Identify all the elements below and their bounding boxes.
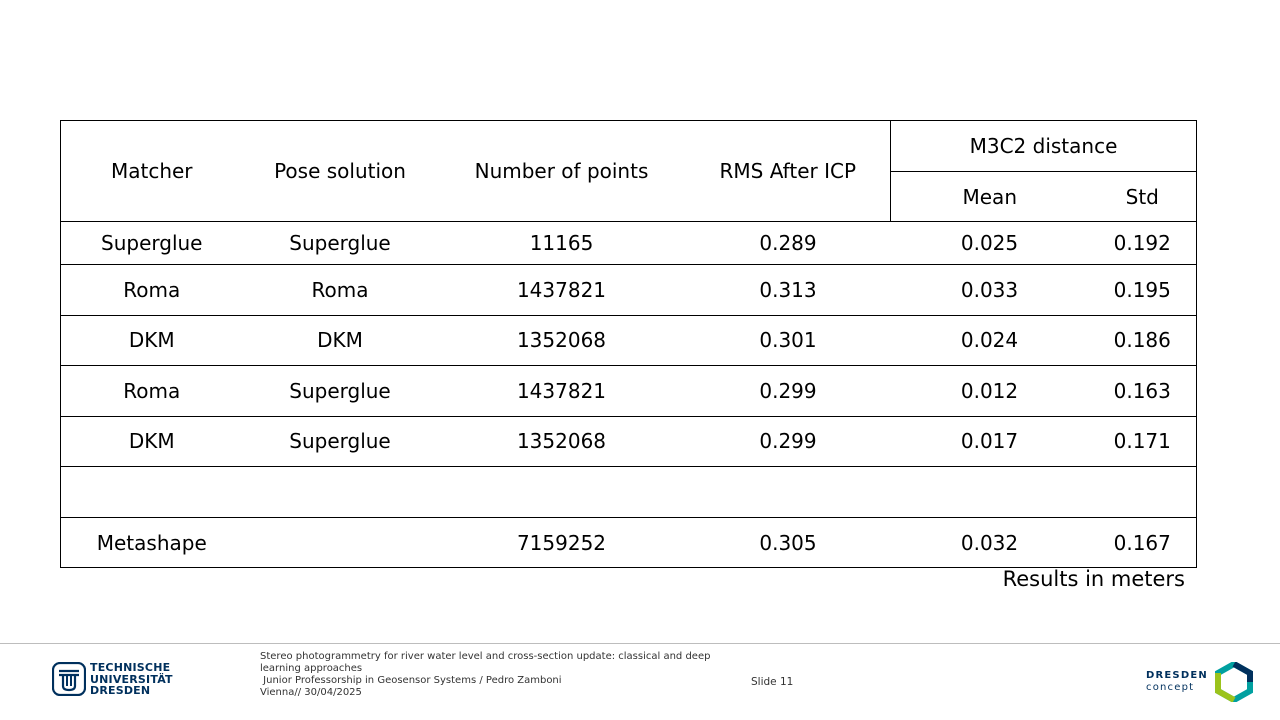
header-matcher: Matcher	[60, 120, 243, 222]
dresden-concept-line1: DRESDEN	[1146, 670, 1208, 681]
cell-std: 0.163	[1088, 365, 1197, 417]
header-pose-solution: Pose solution	[242, 120, 438, 222]
header-rms-after-icp: RMS After ICP	[685, 120, 891, 222]
cell-matcher: Roma	[60, 264, 243, 316]
table-row: Roma Superglue 1437821 0.299 0.012 0.163	[60, 365, 1197, 417]
cell-mean: 0.025	[890, 221, 1089, 265]
cell-rms-after-icp: 0.299	[685, 416, 891, 467]
cell-pose-solution	[242, 517, 438, 568]
cell-number-of-points: 1437821	[437, 365, 686, 417]
logo-line: TECHNISCHE	[90, 661, 171, 674]
cell-pose-solution	[242, 466, 438, 518]
table-subheader-row: Mean Std	[61, 171, 1197, 222]
dresden-concept-logo: DRESDEN concept	[1146, 662, 1254, 702]
header-std: Std	[1088, 171, 1197, 222]
cell-matcher: DKM	[60, 315, 243, 366]
affiliation: Junior Professorship in Geosensor System…	[260, 675, 562, 686]
header-number-of-points: Number of points	[437, 120, 686, 222]
cell-std: 0.171	[1088, 416, 1197, 467]
footer-info: Stereo photogrammetry for river water le…	[260, 651, 730, 699]
cell-pose-solution: Roma	[242, 264, 438, 316]
dresden-concept-line2: concept	[1146, 682, 1195, 693]
slide-number: Slide 11	[751, 676, 794, 688]
cell-std	[1088, 466, 1197, 518]
tu-dresden-logo: TECHNISCHE UNIVERSITÄT DRESDEN	[52, 662, 173, 697]
table-header-row: Matcher Pose solution Number of points R…	[60, 120, 1197, 222]
footer-divider	[0, 643, 1280, 644]
dresden-concept-hexagon-icon	[1214, 662, 1253, 702]
cell-mean: 0.017	[890, 416, 1089, 467]
cell-number-of-points: 7159252	[437, 517, 686, 568]
cell-pose-solution: Superglue	[242, 416, 438, 467]
cell-std: 0.167	[1088, 517, 1197, 568]
table-row: Roma Roma 1437821 0.313 0.033 0.195	[60, 264, 1197, 316]
cell-number-of-points: 1352068	[437, 416, 686, 467]
header-m3c2-distance: M3C2 distance	[890, 120, 1197, 172]
cell-rms-after-icp: 0.299	[685, 365, 891, 417]
cell-rms-after-icp: 0.313	[685, 264, 891, 316]
cell-pose-solution: Superglue	[242, 365, 438, 417]
cell-number-of-points	[437, 466, 686, 518]
results-unit-note: Results in meters	[1002, 567, 1185, 591]
logo-line: UNIVERSITÄT	[90, 672, 173, 686]
tu-dresden-wordmark: TECHNISCHE UNIVERSITÄT DRESDEN	[90, 662, 173, 697]
cell-matcher: DKM	[60, 416, 243, 467]
cell-mean: 0.033	[890, 264, 1089, 316]
cell-matcher: Roma	[60, 365, 243, 417]
dresden-concept-wordmark: DRESDEN concept	[1146, 670, 1208, 694]
table-row: Metashape 7159252 0.305 0.032 0.167	[60, 517, 1197, 568]
cell-rms-after-icp: 0.305	[685, 517, 891, 568]
header-mean: Mean	[890, 171, 1089, 222]
cell-number-of-points: 1437821	[437, 264, 686, 316]
cell-rms-after-icp	[685, 466, 891, 518]
table-row: Superglue Superglue 11165 0.289 0.025 0.…	[60, 221, 1197, 265]
cell-pose-solution: Superglue	[242, 221, 438, 265]
cell-rms-after-icp: 0.289	[685, 221, 891, 265]
cell-mean: 0.012	[890, 365, 1089, 417]
results-table: Matcher Pose solution Number of points R…	[60, 120, 1197, 568]
cell-matcher	[60, 466, 243, 518]
cell-matcher: Superglue	[60, 221, 243, 265]
presentation-title: Stereo photogrammetry for river water le…	[260, 651, 711, 674]
table-row: DKM Superglue 1352068 0.299 0.017 0.171	[60, 416, 1197, 467]
cell-matcher: Metashape	[60, 517, 243, 568]
table-row-blank	[60, 466, 1197, 518]
cell-std: 0.195	[1088, 264, 1197, 316]
tu-dresden-emblem-icon	[52, 662, 86, 697]
table-row: DKM DKM 1352068 0.301 0.024 0.186	[60, 315, 1197, 366]
cell-std: 0.186	[1088, 315, 1197, 366]
cell-number-of-points: 11165	[437, 221, 686, 265]
cell-pose-solution: DKM	[242, 315, 438, 366]
cell-mean: 0.024	[890, 315, 1089, 366]
location-date: Vienna// 30/04/2025	[260, 687, 362, 698]
cell-mean	[890, 466, 1089, 518]
cell-std: 0.192	[1088, 221, 1197, 265]
cell-number-of-points: 1352068	[437, 315, 686, 366]
cell-rms-after-icp: 0.301	[685, 315, 891, 366]
cell-mean: 0.032	[890, 517, 1089, 568]
logo-line: DRESDEN	[90, 684, 151, 697]
